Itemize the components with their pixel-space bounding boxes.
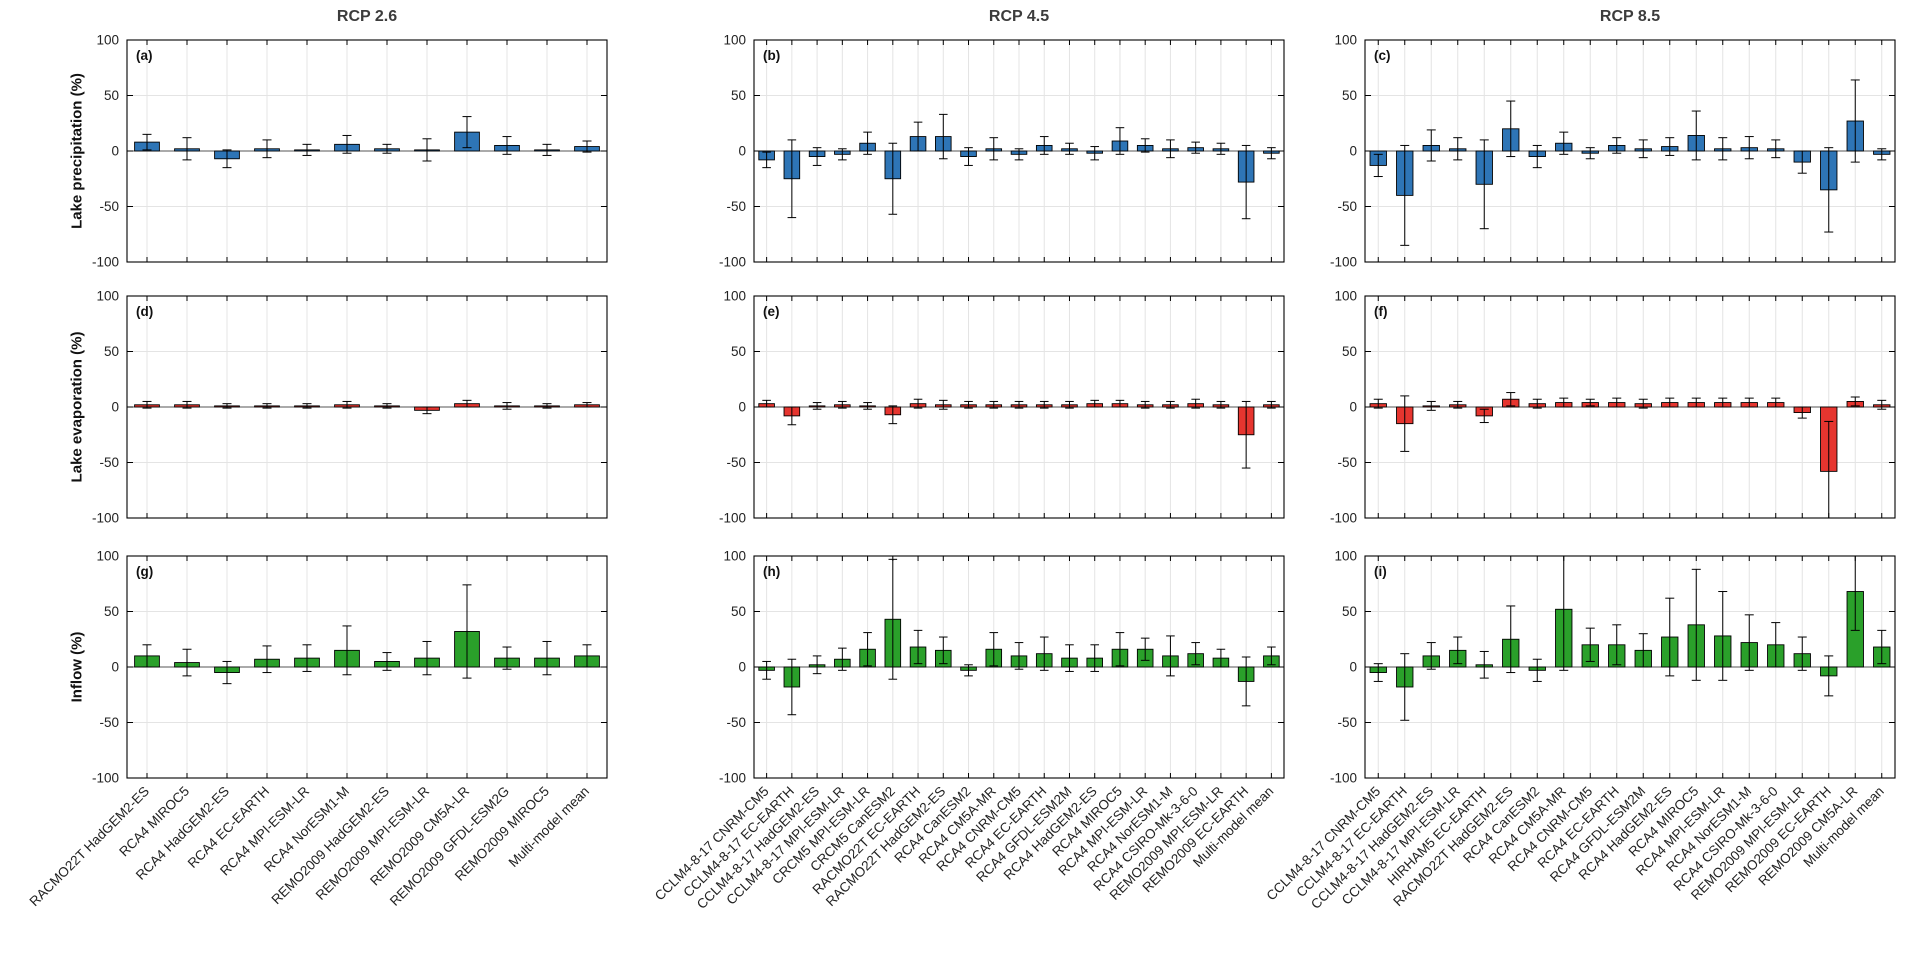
y-tick-label: -50 [726,199,746,214]
y-tick-label: 50 [731,344,746,359]
y-tick-label: 100 [1334,289,1357,304]
y-tick-label: 0 [738,144,746,159]
y-tick-label: 0 [738,660,746,675]
y-tick-label: -100 [92,771,119,786]
y-tick-label: 0 [111,144,119,159]
panel-letter: (h) [763,564,780,579]
y-tick-label: -50 [726,715,746,730]
panel-letter: (i) [1374,564,1387,579]
y-tick-label: 50 [1342,604,1357,619]
y-tick-label: 100 [723,289,746,304]
y-tick-label: 100 [723,549,746,564]
row-label-lake-precipitation: Lake precipitation (%) [68,73,86,229]
column-title-rcp26: RCP 2.6 [336,8,398,25]
y-tick-label: -100 [1330,771,1357,786]
y-tick-label: 0 [1349,144,1357,159]
row-label-inflow: Inflow (%) [68,631,86,703]
panel-letter: (f) [1374,304,1388,319]
panel-letter: (d) [136,304,153,319]
row-label-lake-evaporation: Lake evaporation (%) [68,331,86,483]
y-tick-label: 100 [96,289,119,304]
y-tick-label: 100 [1334,33,1357,48]
y-tick-label: 100 [96,33,119,48]
panel-letter: (e) [763,304,780,319]
panel-letter: (a) [136,48,153,63]
y-tick-label: 100 [96,549,119,564]
y-tick-label: 0 [738,400,746,415]
y-tick-label: -100 [719,255,746,270]
y-tick-label: 0 [111,660,119,675]
y-tick-label: -50 [99,715,119,730]
column-title-rcp85: RCP 8.5 [1599,8,1661,25]
y-tick-label: 100 [723,33,746,48]
y-tick-label: -50 [1337,455,1357,470]
y-tick-label: 50 [1342,344,1357,359]
y-tick-label: 50 [731,604,746,619]
y-tick-label: -100 [1330,511,1357,526]
y-tick-label: -100 [1330,255,1357,270]
y-tick-label: 50 [731,88,746,103]
panel-f: -100 -50 0 50 100 (f) [1330,289,1896,526]
y-tick-label: -100 [719,771,746,786]
column-title-rcp45: RCP 4.5 [988,8,1050,25]
y-tick-label: -100 [92,511,119,526]
y-tick-label: 50 [1342,88,1357,103]
y-tick-label: 50 [104,88,119,103]
panel-letter: (b) [763,48,780,63]
panel-c: -100 -50 0 50 100 (c) [1330,33,1896,270]
panel-letter: (c) [1374,48,1391,63]
y-tick-label: -100 [719,511,746,526]
y-tick-label: 0 [111,400,119,415]
y-tick-label: -50 [726,455,746,470]
y-tick-label: -50 [99,455,119,470]
panel-d: -100 -50 0 50 100 (d) [92,289,608,526]
y-tick-label: -50 [1337,715,1357,730]
panel-e: -100 -50 0 50 100 (e) [719,289,1285,526]
panel-b: -100 -50 0 50 100 (b) [719,33,1285,270]
y-tick-label: 0 [1349,660,1357,675]
y-tick-label: 50 [104,344,119,359]
y-tick-label: 100 [1334,549,1357,564]
y-tick-label: -100 [92,255,119,270]
panel-letter: (g) [136,564,153,579]
panel-a: -100 -50 0 50 100 (a) [92,33,608,270]
y-tick-label: -50 [99,199,119,214]
y-tick-label: 50 [104,604,119,619]
x-tick-label: RCA4 MIROC5 [116,784,192,860]
y-tick-label: -50 [1337,199,1357,214]
y-tick-label: 0 [1349,400,1357,415]
